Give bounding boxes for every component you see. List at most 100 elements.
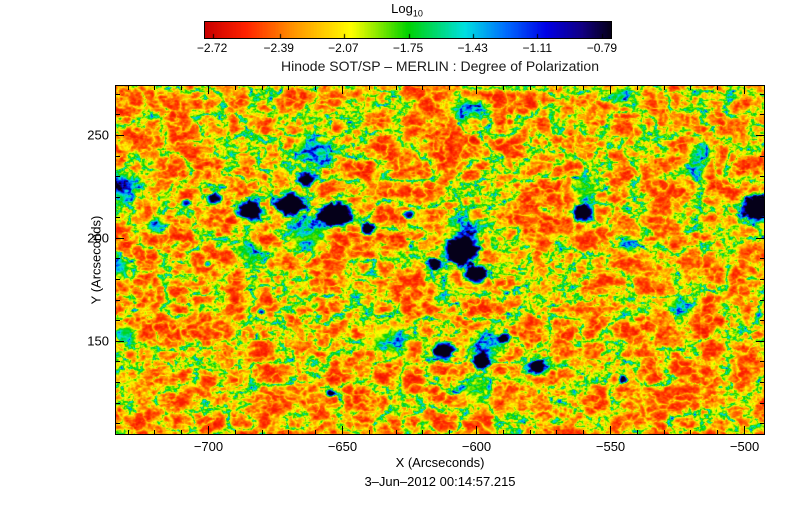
y-minor-tick bbox=[760, 93, 764, 95]
x-minor-tick bbox=[234, 430, 236, 434]
x-minor-tick bbox=[690, 430, 692, 434]
x-major-tick bbox=[207, 426, 209, 434]
x-minor-tick bbox=[717, 86, 719, 90]
colorbar-title-subscript: 10 bbox=[412, 8, 423, 19]
colorbar-tick-label: −2.39 bbox=[263, 41, 294, 55]
colorbar-title: Log10 bbox=[204, 1, 610, 19]
x-major-tick bbox=[610, 86, 612, 94]
x-minor-tick bbox=[583, 430, 585, 434]
x-tick-label: −700 bbox=[193, 439, 224, 454]
x-major-tick bbox=[476, 426, 477, 434]
x-minor-tick bbox=[288, 430, 290, 434]
x-minor-tick bbox=[315, 430, 317, 434]
x-axis-label: X (Arcseconds) bbox=[395, 455, 485, 470]
y-minor-tick bbox=[116, 93, 120, 95]
x-minor-tick bbox=[127, 86, 129, 90]
y-minor-tick bbox=[760, 402, 764, 404]
x-minor-tick bbox=[556, 430, 558, 434]
x-minor-tick bbox=[154, 86, 156, 90]
x-major-tick bbox=[744, 426, 746, 434]
y-major-tick bbox=[756, 237, 764, 239]
x-minor-tick bbox=[449, 86, 451, 90]
x-minor-tick bbox=[636, 430, 638, 434]
y-minor-tick bbox=[760, 361, 764, 363]
x-minor-tick bbox=[449, 430, 451, 434]
x-minor-tick bbox=[154, 430, 156, 434]
heatmap-canvas bbox=[115, 85, 765, 435]
y-minor-tick bbox=[760, 196, 764, 198]
y-tick-label: 250 bbox=[87, 127, 109, 143]
x-minor-tick bbox=[556, 86, 558, 90]
x-minor-tick bbox=[181, 86, 183, 90]
y-minor-tick bbox=[760, 114, 764, 116]
colorbar-tick-labels: −2.72 −2.39 −2.07 −1.75 −1.43 −1.11 −0.79 bbox=[197, 41, 617, 55]
timestamp: 3–Jun–2012 00:14:57.215 bbox=[364, 474, 516, 489]
y-minor-tick bbox=[116, 381, 120, 383]
x-minor-tick bbox=[529, 86, 531, 90]
y-minor-tick bbox=[116, 402, 120, 404]
y-minor-tick bbox=[116, 279, 120, 281]
chart-title: Hinode SOT/SP – MERLIN : Degree of Polar… bbox=[280, 58, 599, 74]
y-axis-label: Y (Arcseconds) bbox=[88, 215, 104, 305]
y-minor-tick bbox=[116, 176, 120, 178]
y-minor-tick bbox=[760, 217, 764, 219]
x-tick-label: −550 bbox=[595, 439, 626, 454]
y-major-tick bbox=[116, 340, 124, 342]
x-minor-tick bbox=[127, 430, 129, 434]
y-minor-tick bbox=[760, 423, 764, 425]
x-minor-tick bbox=[181, 430, 183, 434]
x-minor-tick bbox=[261, 86, 263, 90]
x-minor-tick bbox=[636, 86, 638, 90]
x-minor-tick bbox=[368, 430, 370, 434]
y-major-tick bbox=[116, 237, 124, 239]
x-minor-tick bbox=[663, 86, 665, 90]
x-minor-tick bbox=[315, 86, 317, 90]
plot-frame: −700 −650 −600 −550 −500 150 200 250 bbox=[87, 85, 765, 454]
colorbar-tick-label: −1.75 bbox=[392, 41, 424, 55]
x-minor-tick bbox=[368, 86, 370, 90]
y-tick-label: 150 bbox=[87, 333, 109, 349]
x-minor-tick bbox=[663, 430, 665, 434]
x-minor-tick bbox=[422, 86, 424, 90]
y-minor-tick bbox=[116, 155, 120, 157]
y-minor-tick bbox=[116, 423, 120, 425]
colorbar-tick-label: −1.11 bbox=[522, 41, 553, 55]
y-minor-tick bbox=[116, 196, 120, 198]
x-major-tick bbox=[341, 86, 343, 94]
y-minor-tick bbox=[760, 320, 764, 322]
y-major-tick bbox=[756, 134, 764, 136]
x-major-tick bbox=[341, 426, 343, 434]
x-minor-tick bbox=[529, 430, 531, 434]
x-minor-tick bbox=[717, 430, 719, 434]
y-minor-tick bbox=[116, 258, 120, 260]
x-major-tick bbox=[610, 426, 612, 434]
y-minor-tick bbox=[760, 176, 764, 178]
y-minor-tick bbox=[760, 155, 764, 157]
y-minor-tick bbox=[760, 258, 764, 260]
y-minor-tick bbox=[116, 361, 120, 363]
colorbar bbox=[204, 21, 612, 39]
x-tick-label: −650 bbox=[327, 439, 358, 454]
x-minor-tick bbox=[502, 430, 504, 434]
x-minor-tick bbox=[583, 86, 585, 90]
x-minor-tick bbox=[288, 86, 290, 90]
x-minor-tick bbox=[234, 86, 236, 90]
x-minor-tick bbox=[690, 86, 692, 90]
x-minor-tick bbox=[502, 86, 504, 90]
x-minor-tick bbox=[261, 430, 263, 434]
y-minor-tick bbox=[116, 320, 120, 322]
colorbar-tick-label: −2.07 bbox=[328, 41, 359, 55]
colorbar-tick-label: −1.43 bbox=[457, 41, 488, 55]
y-minor-tick bbox=[760, 299, 764, 301]
x-tick-label: −600 bbox=[461, 439, 492, 454]
y-tick-label: 200 bbox=[87, 230, 109, 246]
x-minor-tick bbox=[395, 430, 397, 434]
colorbar-tick-label: −0.79 bbox=[586, 41, 618, 55]
y-major-tick bbox=[756, 340, 764, 342]
y-minor-tick bbox=[116, 217, 120, 219]
colorbar-title-text: Log bbox=[391, 1, 413, 16]
x-major-tick bbox=[744, 86, 746, 94]
x-major-tick bbox=[476, 86, 477, 94]
colorbar-tick-label: −2.72 bbox=[196, 41, 228, 55]
